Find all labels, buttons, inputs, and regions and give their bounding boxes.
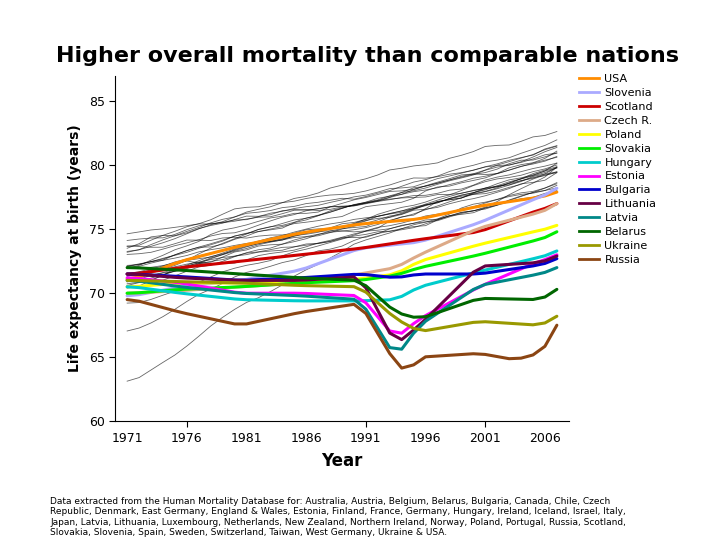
Legend: USA, Slovenia, Scotland, Czech R., Poland, Slovakia, Hungary, Estonia, Bulgaria,: USA, Slovenia, Scotland, Czech R., Polan…: [579, 74, 657, 265]
Text: Data extracted from the Human Mortality Database for: Australia, Austria, Belgiu: Data extracted from the Human Mortality …: [50, 497, 626, 537]
Text: Higher overall mortality than comparable nations: Higher overall mortality than comparable…: [56, 46, 679, 66]
X-axis label: Year: Year: [321, 451, 363, 470]
Y-axis label: Life expectancy at birth (years): Life expectancy at birth (years): [68, 125, 82, 372]
